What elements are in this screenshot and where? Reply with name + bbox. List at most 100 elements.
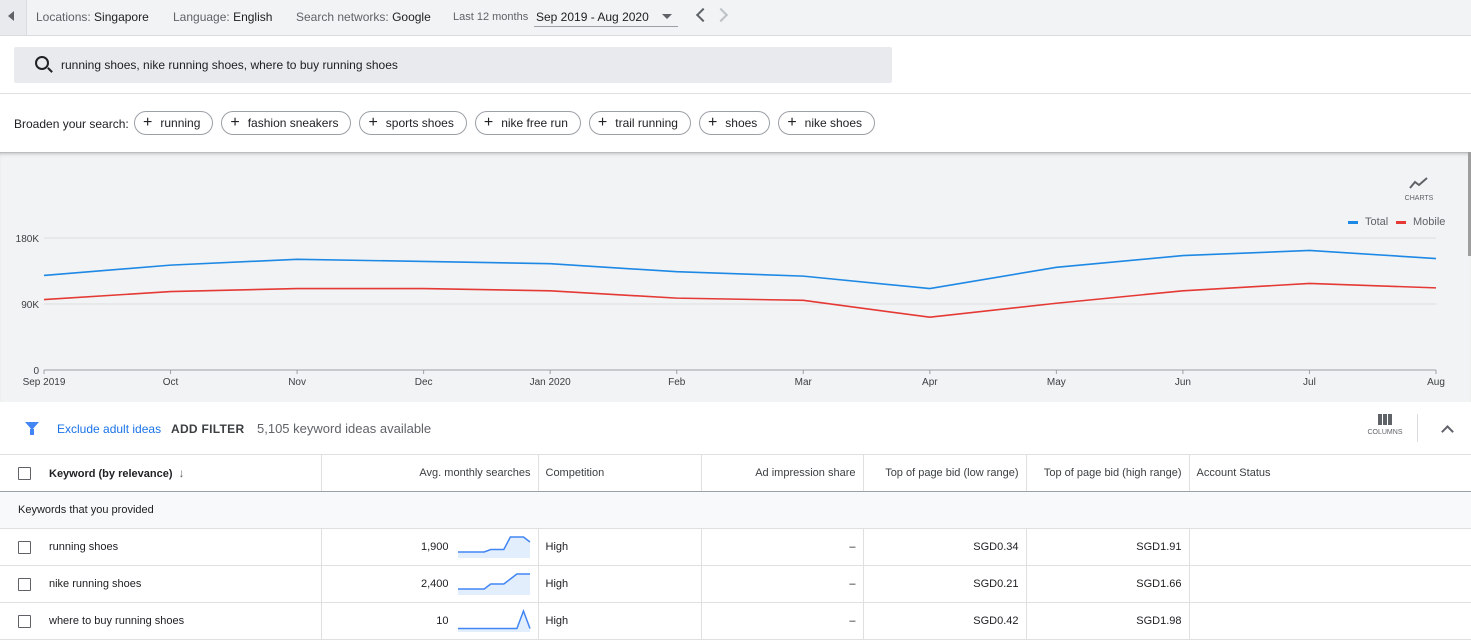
status-column-header[interactable]: Account Status (1188, 455, 1471, 492)
x-tick-label: Apr (922, 377, 938, 388)
keyword-column-header[interactable]: Keyword (by relevance) ↓ (37, 455, 321, 492)
x-tick-label: Aug (1427, 377, 1445, 388)
location-setting[interactable]: Locations: Singapore (36, 10, 149, 24)
table-row[interactable]: nike running shoes 2,400 High – SGD0.21 SGD1.… (0, 565, 1471, 603)
broaden-chip[interactable]: + shoes (698, 111, 771, 135)
legend-swatch (1348, 220, 1358, 224)
broaden-chip[interactable]: + nike free run (474, 111, 581, 135)
date-range-label: Last 12 months (453, 11, 529, 23)
chevron-up-icon[interactable] (1441, 425, 1454, 438)
x-tick-label: Nov (288, 377, 306, 388)
language-value: English (233, 10, 273, 24)
location-value: Singapore (94, 10, 149, 24)
sort-down-icon[interactable]: ↓ (178, 466, 185, 480)
legend-swatch (1396, 220, 1406, 224)
impression-cell: – (700, 602, 863, 640)
chevron-left-icon (8, 11, 14, 21)
networks-setting[interactable]: Search networks: Google (296, 10, 431, 24)
chip-label: nike free run (501, 116, 568, 130)
date-range-dropdown[interactable]: Sep 2019 - Aug 2020 (534, 6, 678, 27)
plus-icon: + (483, 114, 494, 131)
group-label: Keywords that you provided (0, 491, 1471, 529)
broaden-chip[interactable]: + fashion sneakers (221, 111, 352, 135)
plus-icon: + (707, 114, 718, 131)
top-settings-bar: Locations: Singapore Language: English S… (0, 0, 1471, 36)
networks-value: Google (392, 10, 431, 24)
y-tick-label: 180K (16, 234, 40, 245)
trend-sparkline (457, 536, 530, 558)
competition-cell: High (537, 602, 701, 640)
collapse-panel-button[interactable] (0, 0, 27, 35)
status-cell (1188, 565, 1471, 603)
search-icon (35, 56, 49, 70)
charts-label: CHARTS (1404, 195, 1434, 202)
impression-cell: – (700, 565, 863, 603)
keyword-table: Keyword (by relevance) ↓ Avg. monthly sea… (0, 455, 1471, 640)
language-label: Language: (173, 10, 230, 24)
impression-column-header[interactable]: Ad impression share (700, 455, 863, 492)
table-row[interactable]: running shoes 1,900 High – SGD0.34 SGD1.91 (0, 528, 1471, 566)
plus-icon: + (787, 114, 797, 131)
series-line-mobile (43, 282, 1437, 319)
sparkline-line (457, 573, 530, 590)
chip-label: sports shoes (385, 116, 454, 130)
charts-button[interactable]: CHARTS (1402, 176, 1436, 202)
searches-cell: 2,400 (320, 565, 538, 603)
exclude-adult-ideas-filter[interactable]: Exclude adult ideas (57, 422, 162, 436)
bid-high-cell: SGD1.98 (1025, 602, 1189, 640)
keyword-cell: running shoes (37, 528, 321, 566)
keyword-cell: where to buy running shoes (37, 602, 321, 640)
columns-button[interactable]: COLUMNS (1367, 414, 1403, 436)
x-tick-label: Mar (795, 377, 813, 388)
competition-cell: High (537, 565, 701, 603)
plus-icon: + (230, 114, 240, 131)
bid-high-cell: SGD1.91 (1025, 528, 1189, 566)
search-query[interactable]: running shoes, nike running shoes, where… (61, 58, 398, 72)
divider (0, 93, 1471, 94)
filter-icon[interactable] (25, 422, 39, 435)
legend-label: Mobile (1413, 216, 1446, 228)
columns-label: COLUMNS (1367, 429, 1403, 436)
searches-value: 1,900 (420, 540, 449, 553)
chip-label: fashion sneakers (247, 116, 339, 130)
x-tick-label: May (1047, 377, 1066, 388)
search-volume-chart: 0 90K 180K Sep 2019 Oct Nov Dec Jan 2020 Feb Mar A… (16, 234, 1445, 388)
language-setting[interactable]: Language: English (173, 10, 272, 24)
broaden-chip[interactable]: + nike shoes (778, 111, 876, 135)
columns-icon (1367, 414, 1403, 425)
row-checkbox[interactable] (18, 540, 31, 554)
filter-bar: Exclude adult ideas ADD FILTER 5,105 key… (0, 402, 1471, 455)
scrollbar[interactable] (1468, 152, 1471, 256)
table-row[interactable]: where to buy running shoes 10 High – SGD0.42… (0, 602, 1471, 640)
add-filter-button[interactable]: ADD FILTER (171, 422, 245, 436)
impression-cell: – (700, 528, 863, 566)
bid-low-column-header[interactable]: Top of page bid (low range) (862, 455, 1026, 492)
bid-high-column-header[interactable]: Top of page bid (high range) (1025, 455, 1189, 492)
chip-label: shoes (725, 116, 758, 130)
broaden-chip[interactable]: + running (134, 111, 214, 135)
competition-column-header[interactable]: Competition (537, 455, 701, 492)
keyword-search-box[interactable]: running shoes, nike running shoes, where… (14, 47, 892, 83)
row-checkbox[interactable] (18, 577, 31, 591)
broaden-chip[interactable]: + trail running (588, 111, 691, 135)
location-label: Locations: (36, 10, 91, 24)
keyword-header-label: Keyword (by relevance) (49, 468, 173, 480)
broaden-chip[interactable]: + sports shoes (359, 111, 467, 135)
sparkline-line (457, 536, 530, 553)
searches-value: 10 (436, 614, 449, 627)
select-all-checkbox[interactable] (18, 466, 31, 480)
status-cell (1188, 602, 1471, 640)
y-tick-label: 0 (33, 366, 39, 377)
broaden-label: Broaden your search: (14, 117, 129, 131)
group-row: Keywords that you provided (0, 491, 1471, 529)
ideas-count: 5,105 keyword ideas available (257, 421, 432, 436)
bid-low-cell: SGD0.42 (862, 602, 1026, 640)
next-period-icon[interactable] (713, 7, 729, 23)
plus-icon: + (143, 114, 153, 131)
searches-column-header[interactable]: Avg. monthly searches (320, 455, 538, 492)
previous-period-icon[interactable] (695, 7, 711, 23)
row-select-cell (0, 528, 37, 566)
legend-mobile: Mobile (1396, 216, 1445, 228)
x-tick-label: Dec (415, 377, 433, 388)
row-checkbox[interactable] (18, 614, 31, 628)
